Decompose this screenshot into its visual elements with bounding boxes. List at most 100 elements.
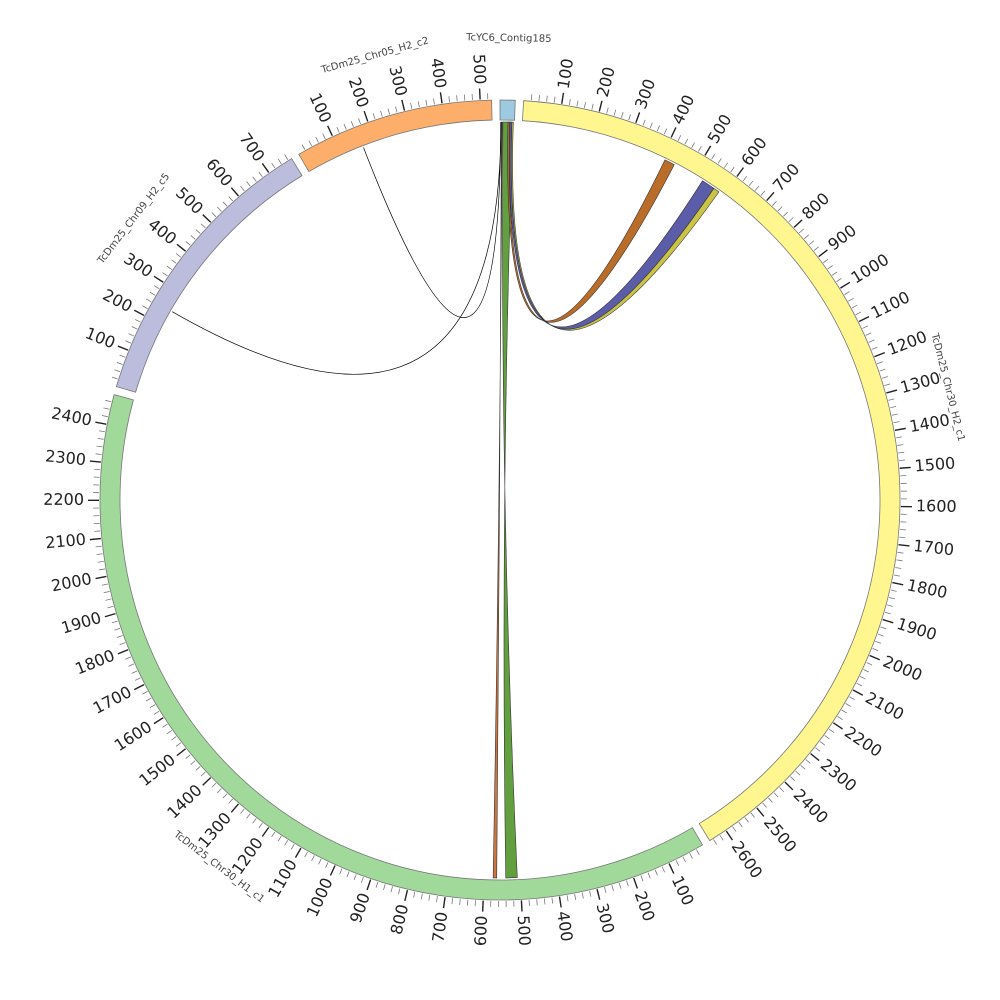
minor-tick (881, 376, 888, 379)
minor-tick (308, 140, 313, 147)
major-tick (894, 427, 906, 431)
minor-tick (246, 813, 251, 819)
minor-tick (851, 304, 858, 309)
minor-tick (111, 376, 118, 380)
major-tick (892, 581, 904, 586)
major-tick (153, 275, 164, 283)
tick-label: 1200 (885, 327, 930, 359)
minor-tick (252, 818, 257, 824)
major-tick (176, 243, 186, 252)
major-tick (230, 803, 239, 813)
minor-tick (318, 858, 322, 865)
minor-tick (772, 201, 777, 206)
minor-tick (448, 96, 451, 103)
tick-label: 200 (100, 285, 136, 316)
minor-tick (844, 291, 850, 295)
minor-tick (684, 138, 689, 145)
minor-tick (131, 670, 138, 674)
major-tick (596, 888, 601, 900)
minor-tick (566, 895, 569, 902)
minor-tick (390, 886, 393, 893)
link-ribbon (492, 121, 503, 879)
tick-label: 700 (769, 160, 804, 195)
minor-tick (606, 107, 609, 114)
tick-label: 2100 (44, 530, 86, 553)
minor-tick (677, 135, 682, 141)
minor-tick (96, 445, 103, 448)
minor-tick (732, 826, 737, 832)
major-tick (869, 654, 881, 661)
minor-tick (773, 792, 779, 798)
minor-tick (897, 551, 904, 554)
minor-tick (131, 326, 138, 330)
minor-tick (395, 106, 398, 113)
major-tick (117, 649, 129, 655)
minor-tick (200, 771, 206, 777)
minor-tick (647, 872, 651, 879)
tick-label: 1600 (111, 717, 156, 755)
minor-tick (322, 133, 326, 140)
minor-tick (543, 898, 546, 905)
tick-label: 1900 (59, 608, 103, 638)
minor-tick (228, 196, 234, 202)
major-tick (832, 722, 843, 730)
tick-label: 2200 (841, 722, 885, 760)
tick-label: 400 (553, 910, 576, 943)
major-tick (202, 214, 212, 223)
minor-tick (240, 186, 245, 192)
minor-tick (410, 102, 413, 109)
major-tick (898, 544, 910, 547)
minor-tick (640, 875, 644, 882)
major-tick (176, 748, 186, 757)
minor-tick (107, 605, 114, 609)
minor-tick (398, 888, 401, 895)
major-tick (261, 827, 270, 837)
minor-tick (142, 305, 148, 309)
minor-tick (463, 94, 466, 101)
minor-tick (301, 144, 306, 150)
minor-tick (824, 735, 830, 740)
minor-tick (135, 319, 141, 323)
minor-tick (97, 437, 104, 440)
major-tick (202, 777, 212, 786)
minor-tick (896, 559, 903, 562)
minor-tick (768, 797, 773, 803)
minor-tick (856, 682, 863, 687)
minor-tick (128, 663, 135, 667)
minor-tick (618, 882, 622, 889)
minor-tick (893, 574, 900, 577)
tick-label: 600 (471, 915, 491, 946)
minor-tick (871, 346, 878, 350)
minor-tick (153, 710, 160, 715)
minor-tick (380, 110, 383, 117)
tick-label: 600 (737, 134, 770, 170)
tick-label: 500 (469, 53, 489, 84)
minor-tick (456, 95, 458, 102)
minor-tick (855, 311, 862, 316)
minor-tick (284, 840, 289, 846)
minor-tick (717, 158, 722, 164)
minor-tick (375, 881, 379, 888)
minor-tick (896, 436, 903, 439)
major-tick (668, 863, 675, 874)
major-tick (478, 88, 481, 100)
minor-tick (888, 398, 895, 401)
minor-tick (149, 291, 156, 296)
tick-label: 1600 (916, 496, 957, 516)
tick-label: 1500 (914, 453, 956, 475)
tick-label: 300 (631, 76, 659, 111)
major-tick (784, 781, 794, 791)
tick-label: 900 (346, 890, 374, 925)
minor-tick (654, 869, 658, 876)
major-tick (104, 612, 116, 618)
major-tick (882, 618, 894, 624)
minor-tick (436, 896, 438, 903)
major-tick (793, 219, 803, 228)
minor-tick (863, 669, 870, 673)
minor-tick (795, 770, 801, 776)
minor-tick (553, 96, 556, 103)
minor-tick (762, 802, 767, 808)
minor-tick (240, 808, 245, 814)
minor-tick (95, 453, 102, 455)
